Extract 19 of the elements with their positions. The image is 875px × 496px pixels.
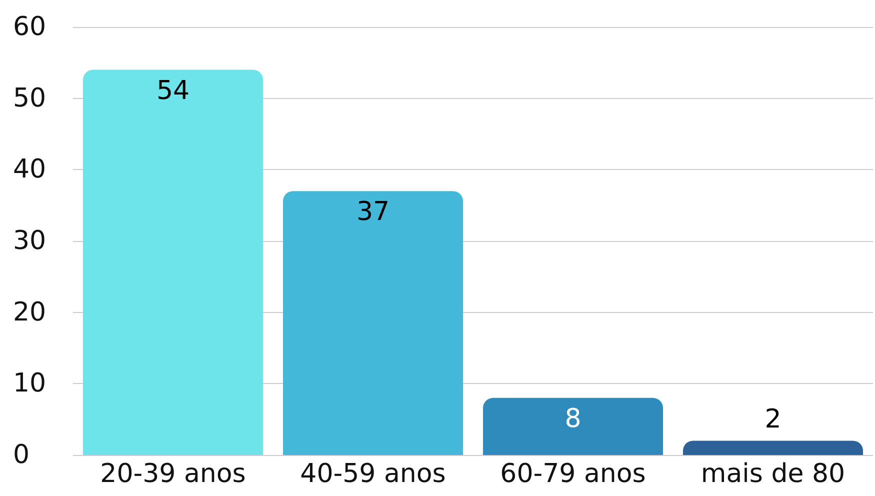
y-tick-label: 50 [13,83,46,114]
y-tick-label: 0 [13,440,30,470]
bar [283,191,463,455]
x-tick-label: 40-59 anos [300,459,446,489]
y-tick-label: 30 [13,226,46,256]
y-tick-label: 10 [13,368,46,399]
data-label: 37 [356,197,390,228]
data-label: 8 [564,404,582,434]
bar [483,398,663,455]
bar [683,440,863,455]
y-tick-label: 60 [13,12,46,42]
y-tick-label: 20 [13,297,46,328]
data-label: 2 [764,404,782,435]
y-tick-label: 40 [13,154,46,185]
data-label: 54 [156,76,190,106]
x-tick-label: 60-79 anos [500,459,646,489]
x-tick-label: mais de 80 [700,459,846,489]
bar [83,70,263,455]
x-tick-label: 20-39 anos [100,459,246,489]
